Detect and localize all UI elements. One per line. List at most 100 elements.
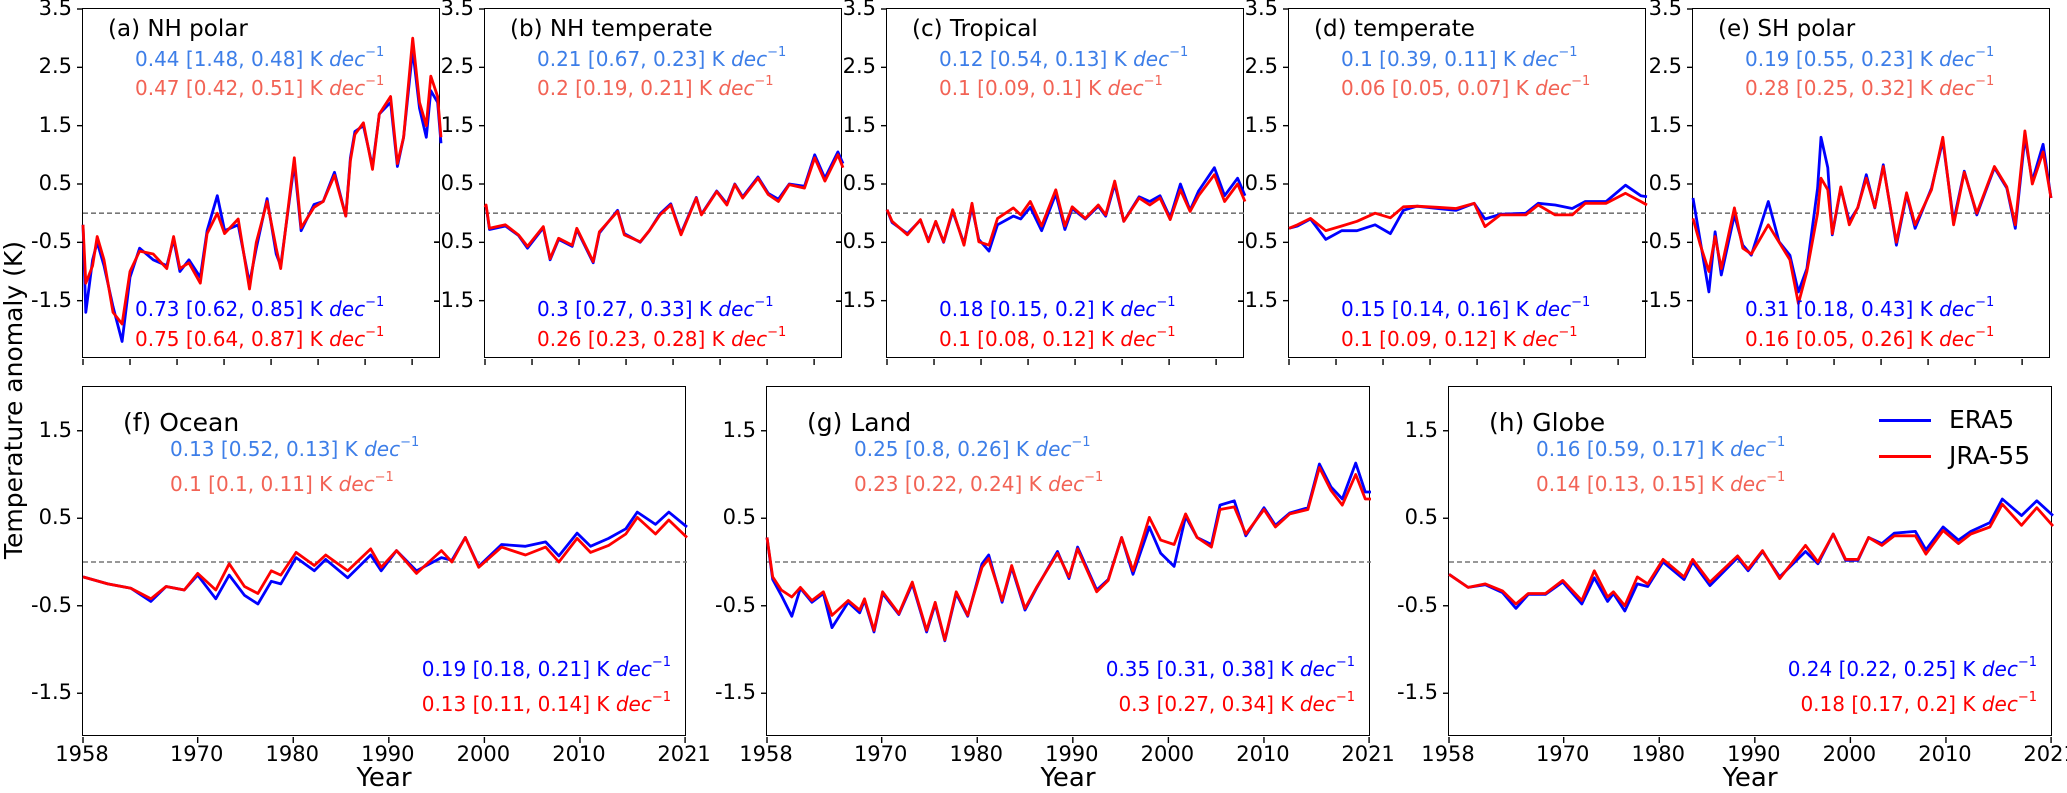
y-tick-label: -0.5 [433,229,474,254]
trend-unit-exponent: −1 [1766,470,1786,485]
trend-unit: dec [615,657,652,681]
plot-area-b [479,8,845,365]
trend-annotation: 0.28 [0.25, 0.32] K dec−1 [1745,74,1994,100]
y-tick-label: 3.5 [842,0,876,20]
trend-value: 0.16 [0.05, 0.26] K [1745,327,1933,351]
trend-unit-exponent: −1 [2017,655,2037,670]
trend-value: 0.16 [0.59, 0.17] K [1536,437,1724,461]
y-tick-label: 1.5 [440,112,474,137]
trend-annotation: 0.44 [1.48, 0.48] K dec−1 [135,45,385,71]
x-tick-label: 1958 [1421,742,1475,766]
y-tick-label: 3.5 [1244,0,1278,20]
trend-unit-exponent: −1 [1558,45,1578,60]
y-tick-label: 1.5 [1648,112,1682,137]
x-tick-label: 1970 [169,742,224,766]
trend-value: 0.25 [0.8, 0.26] K [854,437,1030,461]
legend-line-icon [1879,418,1931,422]
trend-annotation: 0.06 [0.05, 0.07] K dec−1 [1341,74,1591,100]
panel-a: (a) NH polar 0.44 [1.48, 0.48] K dec−1 0.4… [77,8,443,365]
trend-annotation: 0.14 [0.13, 0.15] K dec−1 [1536,470,1786,496]
legend-item-jra55: JRA-55 [1879,441,2030,471]
trend-unit: dec [1522,47,1559,71]
trend-value: 0.19 [0.18, 0.21] K [421,657,610,681]
trend-annotation: 0.3 [0.27, 0.34] K dec−1 [1118,690,1355,716]
trend-unit-exponent: −1 [365,74,385,89]
y-tick-label: -1.5 [715,680,756,705]
trend-annotation: 0.16 [0.59, 0.17] K dec−1 [1536,435,1786,461]
trend-annotation: 0.15 [0.14, 0.16] K dec−1 [1341,295,1590,321]
trend-unit: dec [329,327,366,351]
series-jra55-g [765,466,1371,642]
series-jra55-f [82,515,688,601]
trend-unit: dec [329,297,366,321]
plot-area-a [77,8,443,365]
trend-value: 0.28 [0.25, 0.32] K [1745,76,1933,100]
x-axis-label: Year [1040,763,1096,793]
series-jra55-e [1691,129,2053,306]
trend-value: 0.13 [0.52, 0.13] K [170,437,358,461]
x-tick-label: 1958 [55,742,109,766]
trend-unit-exponent: −1 [1558,325,1578,340]
trend-value: 0.23 [0.22, 0.24] K [854,472,1042,496]
trend-value: 0.18 [0.17, 0.2] K [1800,692,1976,716]
trend-unit-exponent: −1 [1335,655,1355,670]
panel-g: (g) Land 0.25 [0.8, 0.26] K dec−1 0.23 [0.… [761,386,1371,743]
trend-unit-exponent: −1 [767,325,787,340]
trend-unit: dec [1730,437,1767,461]
trend-annotation: 0.73 [0.62, 0.85] K dec−1 [135,295,384,321]
y-tick-label: -1.5 [31,680,72,705]
trend-unit-exponent: −1 [651,690,671,705]
trend-annotation: 0.47 [0.42, 0.51] K dec−1 [135,74,385,100]
trend-annotation: 0.12 [0.54, 0.13] K dec−1 [939,45,1188,71]
y-tick-label: 1.5 [842,112,876,137]
trend-value: 0.18 [0.15, 0.2] K [939,297,1115,321]
trend-unit-exponent: −1 [1156,295,1176,310]
trend-annotation: 0.3 [0.27, 0.33] K dec−1 [537,295,774,321]
trend-unit: dec [1939,297,1976,321]
y-tick-label: -1.5 [1641,287,1682,312]
y-tick-label: -0.5 [1397,592,1438,617]
panel-f: (f) Ocean 0.13 [0.52, 0.13] K dec −1 0.1 [0… [77,386,688,743]
panel-h: (h) Globe 0.16 [0.59, 0.17] K dec−1 0.14 [… [1443,386,2055,743]
panel-title: (f) Ocean [123,408,240,437]
trend-unit-exponent: −1 [1571,74,1591,89]
legend-item-era5: ERA5 [1879,405,2014,435]
trend-unit: dec [1535,76,1572,100]
trend-value: 0.15 [0.14, 0.16] K [1341,297,1529,321]
trend-unit-exponent: −1 [1766,435,1786,450]
trend-annotation: 0.1 [0.09, 0.1] K dec−1 [939,74,1163,100]
x-tick-label: 1990 [1727,742,1781,766]
x-tick-label: 1970 [1535,742,1590,766]
y-tick-label: 0.5 [1648,171,1682,195]
trend-value: 0.35 [0.31, 0.38] K [1105,657,1294,681]
trend-value: 0.19 [0.55, 0.23] K [1745,47,1933,71]
trend-annotation: 0.2 [0.19, 0.21] K dec−1 [537,74,774,100]
trend-unit: dec [1120,327,1157,351]
plot-area-g [761,430,1371,743]
trend-unit: dec [338,472,375,496]
y-tick-label: 3.5 [440,0,474,20]
trend-unit-exponent: −1 [1156,325,1176,340]
trend-value: 0.1 [0.1, 0.11] K [170,472,333,496]
y-tick-label: 3.5 [38,0,72,20]
trend-unit-exponent: −1 [1975,325,1995,340]
trend-unit: dec [1035,437,1072,461]
panel-c: (c) Tropical 0.12 [0.54, 0.13] K dec−1 0.1… [881,8,1247,365]
trend-annotation: 0.26 [0.23, 0.28] K dec−1 [537,325,787,351]
trend-unit-exponent: −1 [365,45,385,60]
trend-annotation: 0.1 [0.08, 0.12] K dec−1 [939,325,1176,351]
trend-unit-exponent: −1 [1143,74,1163,89]
trend-unit: dec [731,47,768,71]
trend-value: 0.3 [0.27, 0.34] K [1118,692,1294,716]
x-tick-label: 1990 [361,742,415,766]
x-axis-label: Year [1722,763,1778,793]
y-tick-label: 1.5 [38,112,72,137]
x-tick-label: 1958 [739,742,793,766]
panel-d: (d) temperate 0.1 [0.39, 0.11] K dec−1 0.0… [1283,8,1648,365]
series-jra55-c [885,173,1247,247]
x-tick-label: 2021 [657,742,711,766]
trend-unit: dec [329,47,366,71]
y-tick-label: 3.5 [1648,0,1682,20]
panel-title: (h) Globe [1489,408,1606,437]
y-tick-label: 2.5 [1648,54,1682,79]
